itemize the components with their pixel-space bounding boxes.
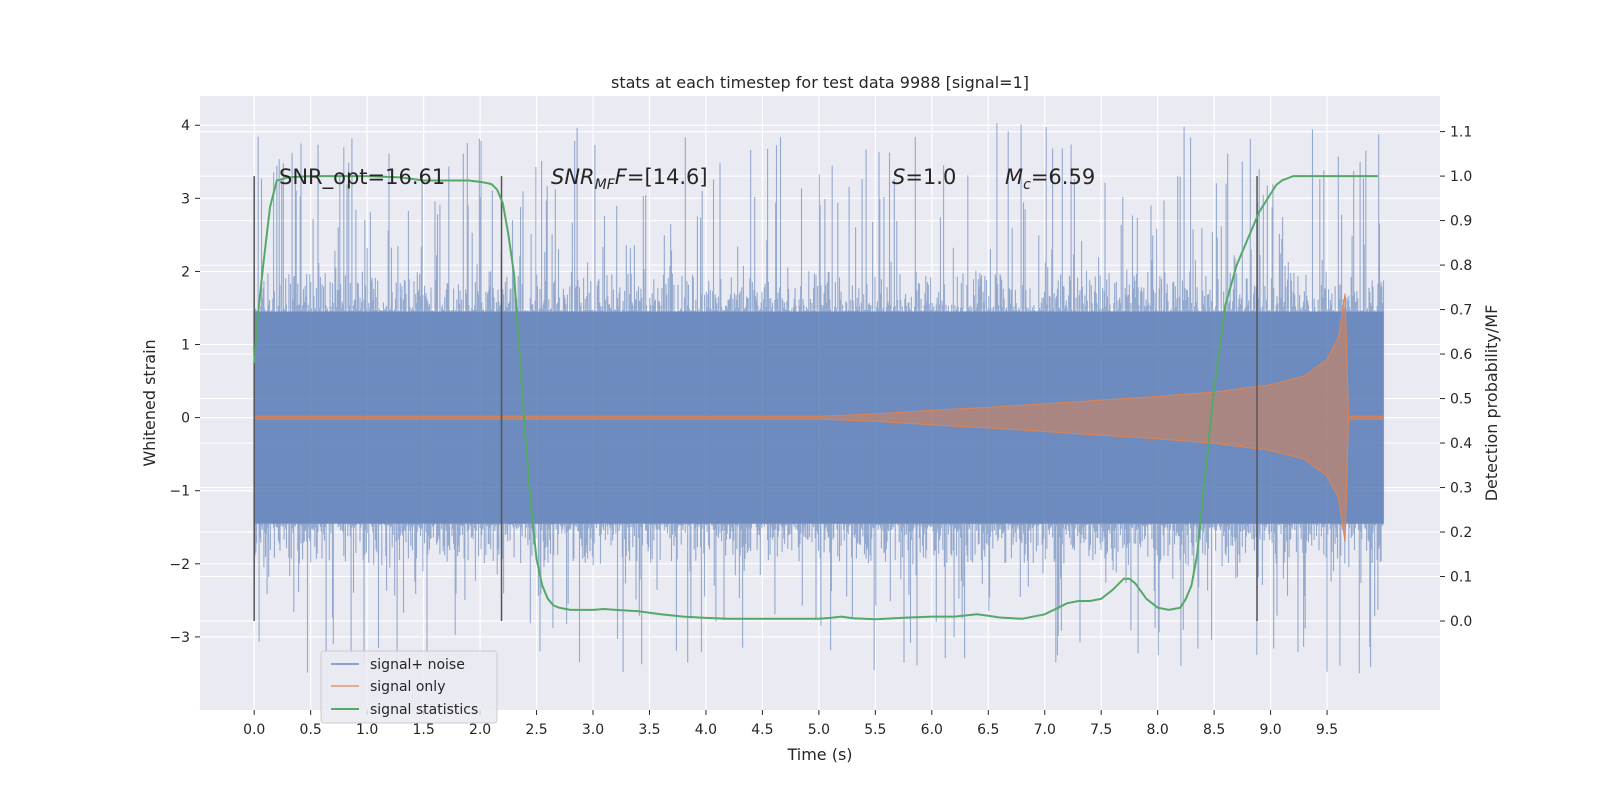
signal-statistics-series	[253, 175, 1378, 621]
x-tick-label: 1.0	[356, 722, 378, 738]
x-tick-label: 9.0	[1259, 722, 1281, 738]
x-tick-label: 8.5	[1203, 722, 1225, 738]
x-tick-label: 6.0	[921, 722, 943, 738]
annotation-mc-sub: c	[1023, 177, 1031, 193]
annotation-snr-mf-value: =[14.6]	[627, 165, 708, 189]
y-tick-label: 1	[181, 338, 190, 354]
y-right-tick-label: 0.1	[1450, 570, 1472, 586]
y-right-tick-label: 0.8	[1450, 258, 1472, 274]
annotation-s-value: =1.0	[905, 165, 956, 189]
x-tick-label: 7.0	[1034, 722, 1056, 738]
y-right-tick-label: 0.3	[1450, 481, 1472, 497]
x-axis-ticks: 0.0 0.5 1.0 1.5 2.0 2.5 3.0 3.5 4.0 4.5 5.0 5.5 6.0 6…	[243, 710, 1338, 738]
y-tick-label: 2	[181, 264, 190, 280]
x-tick-label: 4.5	[751, 722, 773, 738]
y-right-tick-label: 0.0	[1450, 614, 1472, 630]
legend-label-signal-plus-noise: signal+ noise	[370, 657, 465, 673]
x-tick-label: 5.0	[808, 722, 830, 738]
y-right-tick-label: 1.1	[1450, 125, 1472, 141]
x-tick-label: 3.0	[582, 722, 604, 738]
y-right-tick-label: 0.7	[1450, 303, 1472, 319]
x-tick-label: 2.5	[525, 722, 547, 738]
annotation-mc: Mc=6.59	[1005, 165, 1095, 193]
x-tick-label: 2.0	[469, 722, 491, 738]
annotation-s: S=1.0	[892, 165, 956, 189]
annotation-snr-opt: SNR_opt=16.61	[279, 165, 445, 190]
chart-title: stats at each timestep for test data 998…	[611, 73, 1029, 92]
legend-label-signal-only: signal only	[370, 679, 445, 695]
legend-label-signal-statistics: signal statistics	[370, 702, 478, 718]
y-tick-label: −2	[169, 557, 190, 573]
x-tick-label: 8.0	[1147, 722, 1169, 738]
annotation-s-main: S	[892, 165, 905, 189]
x-tick-label: 1.5	[412, 722, 434, 738]
x-tick-label: 4.0	[695, 722, 717, 738]
annotation-snr-mf-main: SNR	[551, 165, 595, 189]
legend: signal+ noise signal only signal statist…	[320, 650, 498, 724]
annotation-snr-mf-sub: MF	[595, 177, 616, 193]
y-right-axis-ticks: 0.0 0.1 0.2 0.3 0.4 0.5 0.6 0.7 0.8 0.9 1.0 1.1	[1440, 125, 1472, 630]
y-right-tick-label: 1.0	[1450, 169, 1472, 185]
x-tick-label: 0.0	[243, 722, 265, 738]
y-right-tick-label: 0.4	[1450, 436, 1472, 452]
x-tick-label: 3.5	[638, 722, 660, 738]
y-right-tick-label: 0.5	[1450, 392, 1472, 408]
y-tick-label: −1	[169, 484, 190, 500]
y-right-tick-label: 0.2	[1450, 525, 1472, 541]
y-tick-label: 3	[181, 191, 190, 207]
x-axis-label: Time (s)	[786, 745, 852, 764]
y-right-axis-label: Detection probability/MF	[1482, 305, 1501, 502]
vertical-markers	[253, 176, 1258, 622]
annotation-mc-value: =6.59	[1031, 165, 1095, 189]
annotation-mc-main: M	[1005, 165, 1023, 189]
y-tick-label: −3	[169, 630, 190, 646]
y-right-tick-label: 0.6	[1450, 347, 1472, 363]
y-axis-ticks: −3 −2 −1 0 1 2 3 4	[169, 118, 200, 646]
x-tick-label: 5.5	[864, 722, 886, 738]
x-tick-label: 7.5	[1090, 722, 1112, 738]
y-tick-label: 0	[181, 411, 190, 427]
y-right-tick-label: 0.9	[1450, 214, 1472, 230]
y-axis-label: Whitened strain	[140, 339, 159, 466]
annotation-snr-mf-f: F	[615, 165, 628, 189]
x-tick-label: 9.5	[1316, 722, 1338, 738]
signal-only-series	[253, 293, 1384, 542]
y-tick-label: 4	[181, 118, 190, 134]
annotation-snr-mf: SNRMFF=[14.6]	[551, 165, 708, 193]
legend-box	[320, 650, 498, 724]
x-tick-label: 6.5	[977, 722, 999, 738]
x-tick-label: 0.5	[300, 722, 322, 738]
